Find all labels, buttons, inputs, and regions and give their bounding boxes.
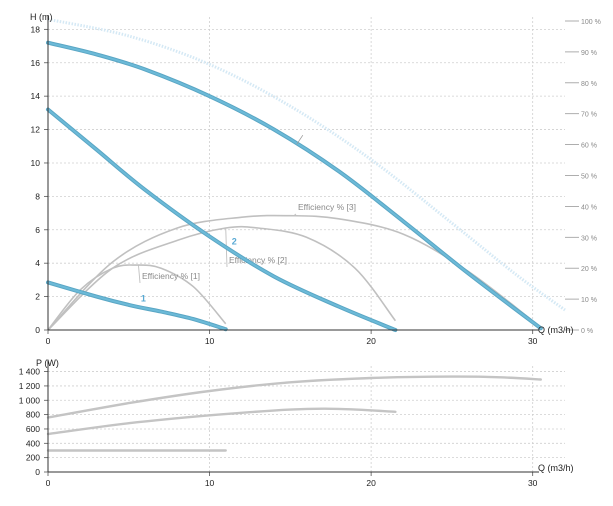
head-x-tick-label: 20: [366, 336, 376, 346]
power-y-tick-label: 200: [26, 453, 40, 463]
efficiency-y-tick-label: 30 %: [581, 235, 597, 242]
head-y-tick-label: 10: [31, 158, 41, 168]
power-x-tick-label: 20: [366, 478, 376, 488]
power-y-tick-label: 1 400: [19, 367, 41, 377]
efficiency-curve-label: Efficiency % [3]: [298, 202, 356, 212]
efficiency-y-tick-label: 70 %: [581, 112, 597, 119]
power-curve: [46, 407, 397, 436]
power-chart-grid: [48, 366, 565, 472]
efficiency-y-tick-label: 80 %: [581, 81, 597, 88]
efficiency-y-tick-label: 10 %: [581, 297, 597, 304]
power-x-tick-label: 30: [528, 478, 538, 488]
efficiency-y-tick-label: 90 %: [581, 50, 597, 57]
efficiency-leader-line: [293, 213, 297, 217]
efficiency-curve-label: Efficiency % [2]: [229, 255, 287, 265]
head-chart-grid: [48, 17, 565, 330]
power-y-tick-label: 0: [35, 467, 40, 477]
power-y-tick-label: 800: [26, 410, 40, 420]
power-x-tick-label: 0: [46, 478, 51, 488]
efficiency-y-tick-label: 40 %: [581, 204, 597, 211]
efficiency-y-tick-label: 20 %: [581, 266, 597, 273]
head-y-tick-label: 0: [35, 325, 40, 335]
head-curve-label: 2: [232, 236, 237, 246]
head-curve-highlight: [47, 281, 227, 331]
head-x-tick-label: 0: [46, 336, 51, 346]
head-y-tick-label: 16: [31, 58, 41, 68]
head-x-tick-label: 30: [528, 336, 538, 346]
head-y-tick-label: 14: [31, 91, 41, 101]
power-x-axis-label: Q (m3/h): [538, 463, 574, 473]
efficiency-y-tick-label: 0 %: [581, 328, 593, 335]
power-y-tick-label: 1 200: [19, 381, 41, 391]
efficiency-curve: [47, 225, 397, 331]
power-chart-axes: 0 200 400 600 800 1 000 1 200 1 400 0 10 20 30 P (W)…: [19, 358, 574, 488]
power-y-tick-label: 600: [26, 424, 40, 434]
efficiency-curve: [47, 264, 227, 331]
power-chart-marks: [46, 375, 542, 452]
efficiency-leader-line: [138, 265, 141, 284]
head-y-tick-label: 2: [35, 292, 40, 302]
efficiency-curve-label: Efficiency % [1]: [142, 271, 200, 281]
power-y-axis-label: P (W): [36, 358, 59, 368]
head-curve-highlight: [47, 41, 542, 330]
head-x-tick-label: 10: [205, 336, 215, 346]
head-y-tick-label: 4: [35, 258, 40, 268]
head-y-tick-label: 18: [31, 24, 41, 34]
efficiency-y-tick-label: 100 %: [581, 19, 601, 26]
efficiency-y-tick-label: 60 %: [581, 143, 597, 150]
head-curve-label: 1: [141, 294, 146, 304]
head-y-tick-label: 6: [35, 225, 40, 235]
efficiency-y-tick-label: 50 %: [581, 174, 597, 181]
max-envelope-curve: [47, 17, 566, 312]
head-y-tick-label: 12: [31, 125, 41, 135]
power-y-tick-label: 400: [26, 438, 40, 448]
head-x-axis-label: Q (m3/h): [538, 325, 574, 335]
power-curve: [46, 375, 542, 419]
power-x-tick-label: 10: [205, 478, 215, 488]
head-curve-highlight: [47, 108, 397, 331]
head-y-tick-label: 8: [35, 191, 40, 201]
head-chart-marks: Efficiency % [1] Efficiency % [2] Efficien…: [46, 17, 566, 332]
power-y-tick-label: 1 000: [19, 395, 41, 405]
head-y-axis-label: H (m): [30, 12, 53, 22]
head-curve-leader-line: [296, 134, 304, 145]
